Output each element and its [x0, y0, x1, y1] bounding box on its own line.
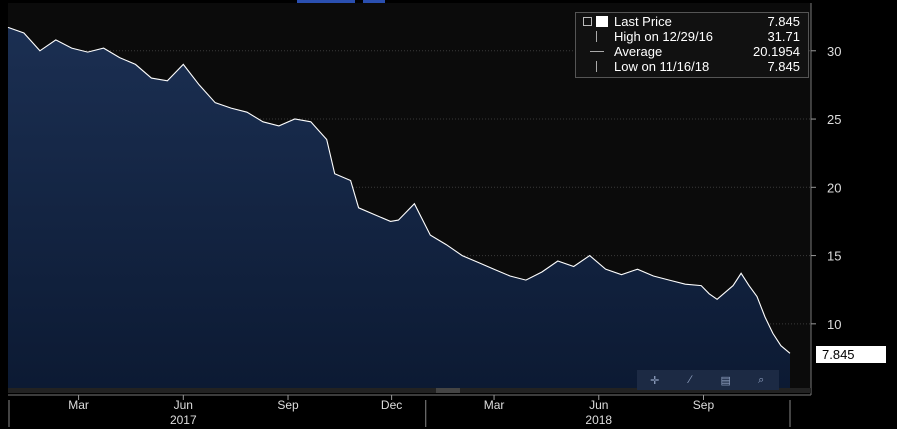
y-tick-label: 25: [827, 112, 841, 127]
x-tick-label: Jun: [174, 398, 193, 412]
legend-row-high: High on 12/29/16 31.71: [576, 29, 808, 44]
year-label: 2018: [585, 413, 612, 427]
scroll-bar[interactable]: [8, 388, 811, 393]
chart-toolbar: ✛ ∕ ▤ ⌕: [637, 370, 779, 390]
y-tick-label: 15: [827, 249, 841, 264]
legend-label: Average: [614, 44, 663, 59]
y-tick-label: 10: [827, 317, 841, 332]
table-icon[interactable]: ▤: [720, 374, 731, 387]
high-marker-icon: [596, 31, 597, 42]
x-axis-ticks: Mar Jun Sep Dec Mar Jun Sep 2017 2018: [8, 395, 791, 427]
low-marker-icon: [596, 61, 597, 72]
average-marker-icon: [590, 51, 604, 52]
legend-value: 31.71: [767, 29, 800, 44]
price-area: [8, 27, 790, 389]
year-label: 2017: [170, 413, 197, 427]
price-line: [7, 26, 791, 354]
legend-box: Last Price 7.845 High on 12/29/16 31.71 …: [575, 12, 809, 78]
zoom-icon[interactable]: ⌕: [758, 373, 765, 386]
legend-value: 7.845: [767, 14, 800, 29]
scroll-thumb[interactable]: [436, 388, 460, 393]
crosshair-icon[interactable]: ✛: [650, 374, 660, 387]
top-accent-left: [297, 0, 355, 3]
draw-line-icon[interactable]: ∕: [689, 374, 692, 386]
legend-value: 20.1954: [753, 44, 800, 59]
x-tick-label: Jun: [589, 398, 608, 412]
x-tick-label: Mar: [484, 398, 505, 412]
y-axis-ticks: 10 15 20 25 30: [811, 44, 841, 332]
y-tick-label: 20: [827, 180, 841, 195]
legend-label: Last Price: [614, 14, 672, 29]
y-tick-label: 30: [827, 44, 841, 59]
legend-row-low: Low on 11/16/18 7.845: [576, 59, 808, 74]
legend-label: High on 12/29/16: [614, 29, 714, 44]
top-accent-right: [363, 0, 385, 3]
x-tick-label: Sep: [693, 398, 715, 412]
x-tick-label: Sep: [277, 398, 299, 412]
x-tick-label: Mar: [68, 398, 89, 412]
legend-row-last-price: Last Price 7.845: [576, 14, 808, 29]
legend-value: 7.845: [767, 59, 800, 74]
legend-collapse-icon[interactable]: [583, 17, 592, 26]
legend-row-average: Average 20.1954: [576, 44, 808, 59]
last-price-tag: 7.845: [816, 346, 886, 363]
x-tick-label: Dec: [381, 398, 402, 412]
legend-label: Low on 11/16/18: [614, 59, 710, 74]
white-square-icon: [596, 16, 608, 27]
